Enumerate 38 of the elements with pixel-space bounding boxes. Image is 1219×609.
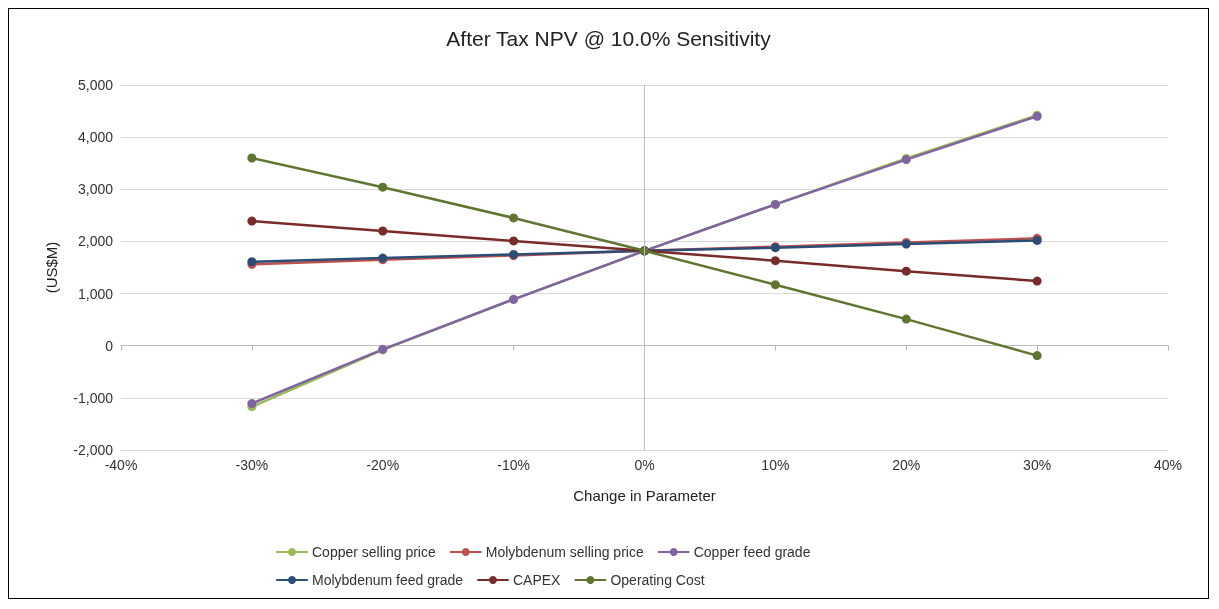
x-tick-label: 10% xyxy=(761,457,790,473)
x-tick-label: 30% xyxy=(1023,457,1052,473)
point xyxy=(247,153,257,163)
point xyxy=(901,314,911,324)
legend-label: Operating Cost xyxy=(610,572,705,588)
x-axis-title: Change in Parameter xyxy=(573,487,716,504)
y-tick-label: 5,000 xyxy=(77,77,114,93)
x-tick-label: 0% xyxy=(634,457,655,473)
point xyxy=(378,182,388,192)
y-tick-label: 3,000 xyxy=(77,181,114,198)
point xyxy=(901,266,911,276)
legend-label: Molybdenum selling price xyxy=(485,544,644,560)
y-tick-label: 2,000 xyxy=(77,233,114,250)
x-tick-label: 40% xyxy=(1153,457,1183,473)
point xyxy=(378,226,388,236)
y-tick-label: 1,000 xyxy=(77,285,114,302)
legend-label: Copper selling price xyxy=(312,544,436,560)
x-tick-label: -20% xyxy=(366,457,400,473)
point xyxy=(509,236,519,246)
y-tick-label: 0 xyxy=(105,337,114,354)
point xyxy=(509,213,519,223)
x-tick-label: -10% xyxy=(497,457,530,473)
x-tick-label: 20% xyxy=(892,457,921,473)
y-tick-label: -1,000 xyxy=(73,389,114,406)
point xyxy=(1032,276,1042,286)
point xyxy=(770,256,780,266)
point xyxy=(1032,351,1042,361)
legend-label: Copper feed grade xyxy=(693,544,811,560)
chart-title: After Tax NPV @ 10.0% Sensitivity xyxy=(446,27,772,50)
x-tick-label: -40% xyxy=(104,457,138,473)
legend-label: Molybdenum feed grade xyxy=(312,572,464,588)
y-tick-label: -2,000 xyxy=(73,442,114,458)
y-tick-label: 4,000 xyxy=(77,129,114,146)
y-axis-title: (US$M) xyxy=(43,241,60,294)
x-tick-label: -30% xyxy=(235,457,269,473)
point xyxy=(770,280,780,290)
point xyxy=(247,216,257,226)
legend-label: CAPEX xyxy=(512,572,562,588)
